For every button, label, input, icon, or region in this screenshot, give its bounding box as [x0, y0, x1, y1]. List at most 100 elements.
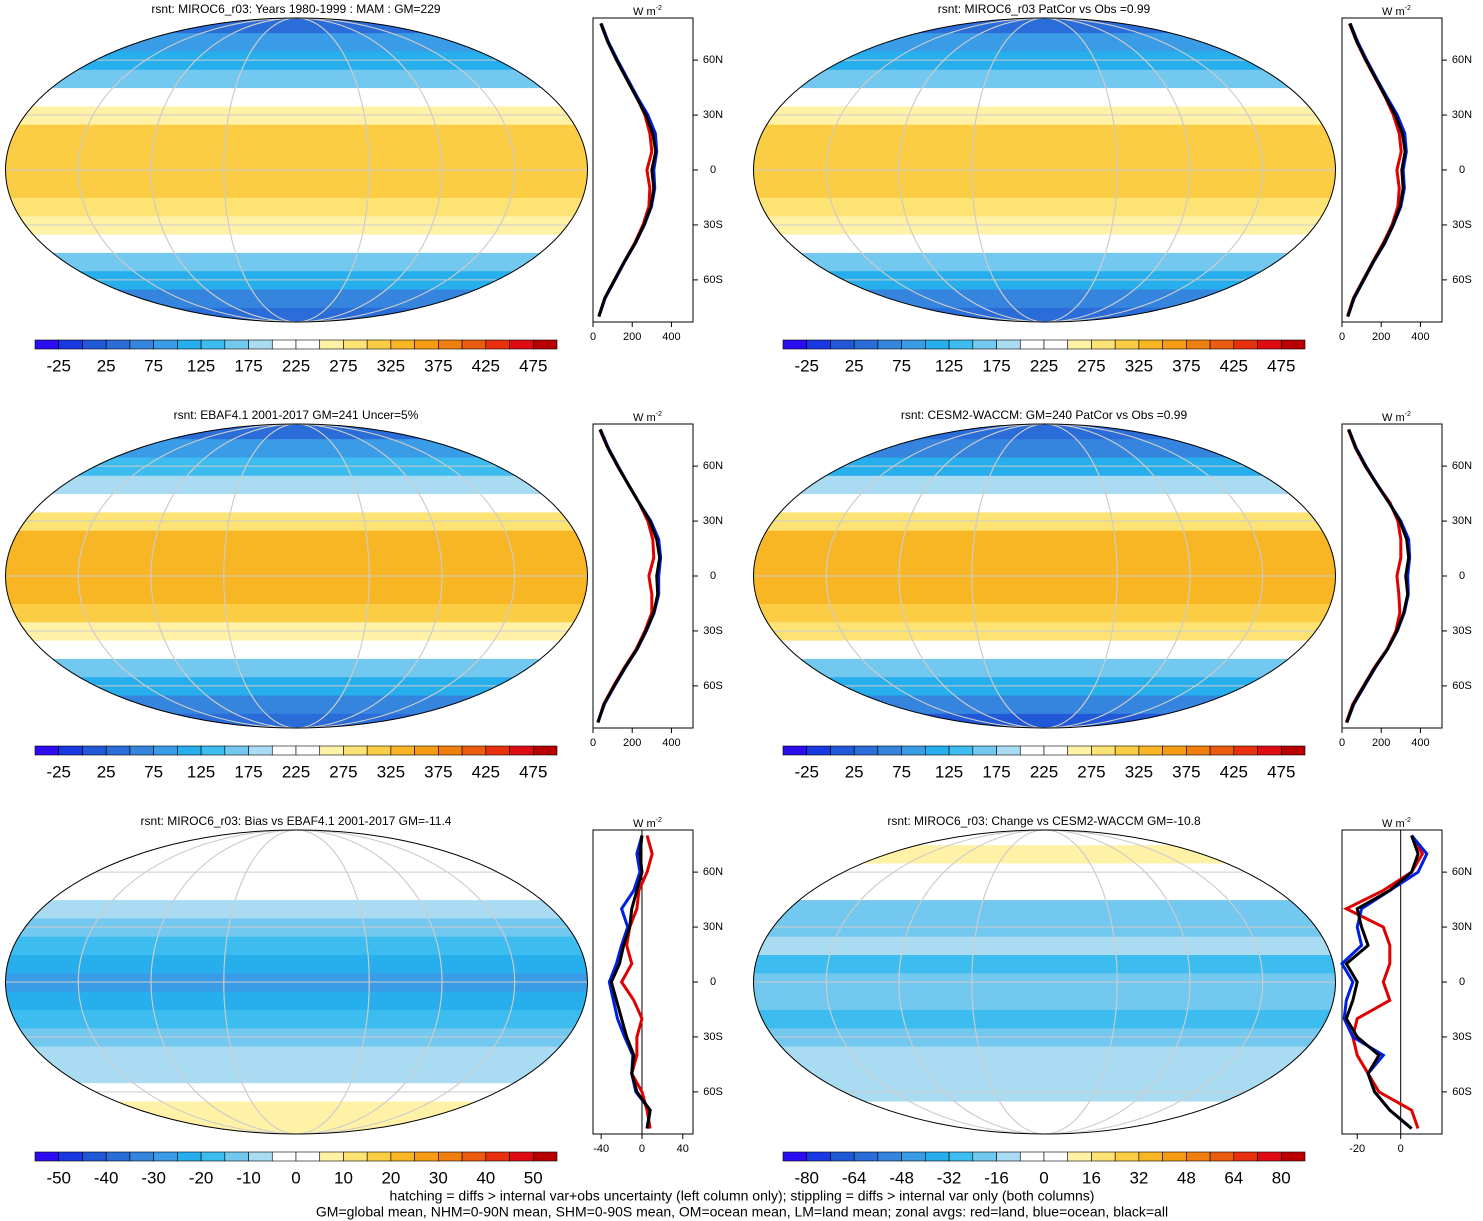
x-tick-label: 400 [662, 331, 680, 343]
colorbar-box [34, 1151, 60, 1162]
graticule [77, 830, 516, 1134]
x-tick-label: 400 [1411, 331, 1429, 343]
y-tick-label: 0 [710, 570, 716, 582]
colorbar-box [1114, 339, 1140, 350]
panel-title: rsnt: EBAF4.1 2001-2017 GM=241 Uncer=5% [174, 408, 419, 422]
map-band [5, 475, 588, 495]
colorbar-box [901, 745, 926, 756]
x-tick-label: 400 [662, 737, 680, 749]
map [753, 830, 1336, 1134]
colorbar-box [390, 1151, 415, 1162]
graticule [971, 830, 1118, 1134]
x-tick-label: -20 [1349, 1143, 1365, 1155]
colorbar-box [1280, 1151, 1306, 1162]
zonal-plot: W m-2 60N 30N 0 30S 60S 0 200 400 [590, 5, 723, 343]
map-band [5, 252, 588, 272]
colorbar-box [877, 1151, 902, 1162]
x-tick-label: 0 [639, 1143, 645, 1155]
zonal-plot: W m-2 60N 30N 0 30S 60S 0 200 400 [1339, 411, 1472, 749]
y-tick-label: 30S [703, 625, 723, 637]
colorbar-label: 125 [187, 356, 215, 375]
map-outline [5, 423, 588, 729]
map-band [5, 69, 588, 89]
colorbar-box [806, 745, 831, 756]
y-tick-label: 30N [1452, 109, 1472, 121]
colorbar-box [295, 339, 321, 350]
map-band [5, 1046, 588, 1065]
colorbar-box [532, 339, 558, 350]
colorbar-box [996, 339, 1021, 350]
map-band [5, 234, 588, 253]
colorbar-box [972, 339, 997, 350]
colorbar-box [1138, 745, 1163, 756]
colorbar-label: 175 [234, 356, 262, 375]
map-outline [5, 17, 588, 323]
y-tick-label: 0 [710, 164, 716, 176]
unit: W m [633, 818, 656, 830]
colorbar-box [200, 339, 226, 350]
colorbar-label: -80 [794, 1168, 819, 1187]
colorbar-box [830, 339, 855, 350]
graticule [150, 830, 443, 1134]
unit: W m [633, 412, 656, 424]
colorbar-box [1019, 339, 1045, 350]
colorbar-box [1209, 339, 1235, 350]
colorbar-label: 425 [472, 762, 500, 781]
colorbar-box [153, 1151, 178, 1162]
colorbar-label: 225 [1030, 356, 1058, 375]
graticule [898, 830, 1191, 1134]
graticule [223, 830, 370, 1134]
map-band [5, 307, 588, 322]
map-band [5, 695, 588, 714]
colorbar-box [200, 745, 226, 756]
colorbar-label: 80 [1272, 1168, 1291, 1187]
colorbar-box [1233, 745, 1258, 756]
colorbar-label: 375 [1172, 762, 1200, 781]
colorbar-box [82, 745, 107, 756]
x-tick-label: -40 [593, 1143, 609, 1155]
colorbar-box [177, 745, 202, 756]
colorbar-label: -25 [46, 356, 71, 375]
colorbar-box [414, 745, 439, 756]
colorbar-box [1138, 339, 1163, 350]
y-tick-label: 60N [703, 54, 723, 66]
colorbar-box [1186, 1151, 1211, 1162]
unit-label: W m-2 [633, 5, 662, 18]
unit: W m [1382, 6, 1405, 18]
unit-exponent: -2 [1405, 5, 1411, 12]
colorbar-label: 375 [1172, 356, 1200, 375]
colorbar-box [1257, 745, 1282, 756]
zonal-line [596, 428, 663, 724]
unit-exponent: -2 [656, 5, 662, 12]
colorbar-box [948, 745, 974, 756]
map-band [5, 424, 588, 440]
colorbar-box [129, 1151, 154, 1162]
zonal-plot: W m-2 60N 30N 0 30S 60S -40 0 40 [592, 817, 723, 1155]
map-band [753, 234, 1336, 253]
colorbar-box [532, 745, 558, 756]
map-outline [753, 829, 1336, 1135]
colorbar-label: 325 [377, 762, 405, 781]
map-band [5, 530, 588, 550]
zonal-line [619, 835, 654, 1129]
y-tick-label: 60S [703, 1086, 723, 1098]
graticule [223, 18, 370, 322]
map-band [753, 530, 1336, 550]
map-band [753, 881, 1336, 901]
unit-label: W m-2 [1382, 411, 1411, 424]
panel-title: rsnt: MIROC6_r03: Years 1980-1999 : MAM … [151, 2, 440, 16]
map-band [5, 1009, 588, 1029]
map-band [5, 1119, 588, 1134]
colorbar-box [153, 745, 178, 756]
plot-frame [1341, 423, 1443, 729]
colorbar-box [177, 1151, 202, 1162]
x-tick-label: 400 [1411, 737, 1429, 749]
colorbar-box [271, 339, 297, 350]
colorbar-box [1186, 339, 1211, 350]
map-band [5, 844, 588, 864]
colorbar-box [82, 339, 107, 350]
map-band [5, 899, 588, 919]
y-tick-label: 30N [703, 515, 723, 527]
colorbar-box [877, 339, 902, 350]
